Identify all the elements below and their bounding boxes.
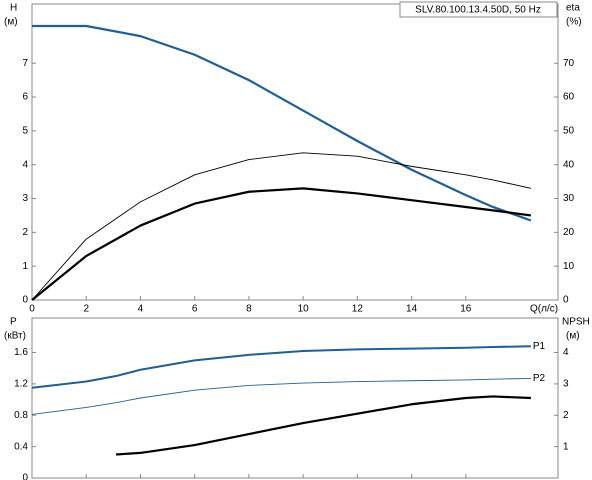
x-tick-label: 6 <box>192 304 198 315</box>
y2-axis-label: NPSH <box>562 317 590 328</box>
y2-tick-label: 0 <box>563 295 569 306</box>
curve <box>31 377 531 415</box>
bottom-plot-frame <box>31 317 559 479</box>
x-tick-label: 2 <box>83 304 89 315</box>
y-tick-label: 0 <box>22 295 28 306</box>
series-label: P1 <box>533 341 546 352</box>
x-tick-label: 4 <box>138 304 144 315</box>
y-axis-unit: (м) <box>4 17 18 28</box>
y2-tick-label: 70 <box>563 58 575 69</box>
y-tick-label: 6 <box>22 92 28 103</box>
curve <box>31 152 531 301</box>
x-tick-label: 16 <box>460 304 472 315</box>
x-tick-label: 10 <box>298 304 310 315</box>
series-label: P2 <box>533 373 546 384</box>
y-tick-label: 1.2 <box>14 379 28 390</box>
chart-title: SLV.80.100.13.4.50D, 50 Hz <box>415 5 541 16</box>
y-tick-label: 0.8 <box>14 410 28 421</box>
y2-tick-label: 4 <box>563 347 569 358</box>
y-axis-unit: (кВт) <box>4 331 26 342</box>
y2-tick-label: 10 <box>563 261 575 272</box>
title-box <box>399 1 558 18</box>
y2-tick-label: 1 <box>563 441 569 452</box>
y2-tick-label: 50 <box>563 125 575 136</box>
y-tick-label: 7 <box>22 58 28 69</box>
y-tick-label: 3 <box>22 193 28 204</box>
top-plot-frame <box>31 3 559 301</box>
y-tick-label: 1 <box>22 261 28 272</box>
x-axis-label: Q(л/с) <box>530 304 558 315</box>
y2-tick-label: 2 <box>563 410 569 421</box>
y2-tick-label: 20 <box>563 227 575 238</box>
y-tick-label: 5 <box>22 125 28 136</box>
x-tick-label: 12 <box>352 304 364 315</box>
y-axis-label: P <box>10 317 17 328</box>
y-tick-label: 0 <box>22 473 28 480</box>
y2-axis-unit: (м) <box>566 331 580 342</box>
y-tick-label: 1.6 <box>14 347 28 358</box>
y2-axis-unit: (%) <box>566 17 582 28</box>
y-tick-label: 4 <box>22 159 28 170</box>
y-tick-label: 2 <box>22 227 28 238</box>
y2-tick-label: 3 <box>563 379 569 390</box>
x-tick-label: 0 <box>29 304 35 315</box>
y2-axis-label: eta <box>566 3 580 14</box>
y-axis-label: H <box>10 3 17 14</box>
curve <box>32 24 532 222</box>
curve <box>115 395 531 456</box>
curve <box>31 345 531 389</box>
y2-tick-label: 60 <box>563 92 575 103</box>
y-tick-label: 0.4 <box>14 441 28 452</box>
y2-tick-label: 40 <box>563 159 575 170</box>
x-tick-label: 14 <box>406 304 418 315</box>
y2-tick-label: 30 <box>563 193 575 204</box>
curve <box>31 187 532 301</box>
x-tick-label: 8 <box>246 304 252 315</box>
